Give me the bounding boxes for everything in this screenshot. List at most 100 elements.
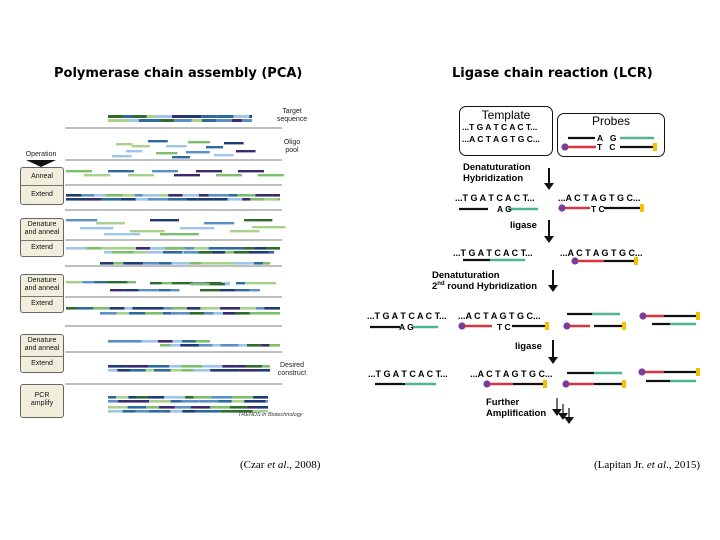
annealed-oligo [171, 282, 194, 285]
op-label-denature: Denature and anneal [24, 337, 60, 352]
extended-strand [210, 369, 231, 372]
extended-strand [101, 247, 121, 250]
annealed-oligo [234, 289, 250, 292]
step2-label: Denatuturation 2nd round Hybridization [432, 270, 537, 292]
annealed-oligo [138, 289, 159, 292]
oligo-fragment [132, 145, 150, 148]
oligo-fragment [236, 150, 256, 153]
oligo-fragment [186, 151, 210, 154]
annealed-strand [198, 344, 213, 347]
amplified-strand [210, 406, 230, 409]
annealed-strand [158, 340, 173, 343]
extended-strand [189, 262, 201, 265]
extended-strand [220, 307, 240, 310]
oligo-label-line1: Oligo [283, 139, 301, 146]
op-box-denature-extend-3: Denature and anneal Extend [20, 334, 64, 373]
step2-line2-sup: nd [437, 281, 445, 287]
extended-strand [263, 262, 270, 265]
arrow-ligase1-icon-head [544, 236, 554, 243]
extended-strand [105, 194, 123, 197]
extended-strand [100, 262, 114, 265]
extended-strand [223, 312, 236, 315]
extended-strand [248, 251, 269, 254]
row1-right-seq: ...A C T A G T G C... [558, 193, 641, 203]
extended-strand [272, 194, 280, 197]
annealed-oligo [230, 230, 260, 233]
extended-strand [162, 251, 183, 254]
annealed-oligo [150, 219, 179, 222]
oligo-fragment [166, 145, 187, 148]
extended-strand [93, 307, 110, 310]
annealed-strand [195, 340, 210, 343]
extended-strand [134, 251, 147, 254]
extended-strand [200, 307, 221, 310]
probe-purple-dot-icon [561, 143, 569, 151]
annealed-oligo [108, 170, 134, 173]
amplified-strand [160, 410, 171, 413]
step2-line2: 2nd round Hybridization [432, 281, 537, 292]
extended-strand [268, 251, 274, 254]
extended-strand [143, 262, 159, 265]
annealed-strand [180, 344, 199, 347]
op-divider [21, 296, 63, 297]
extended-strand [180, 312, 190, 315]
annealed-oligo [244, 219, 273, 222]
lcr-citation: (Lapitan Jr. et al., 2015) [594, 459, 700, 471]
extended-strand [266, 247, 280, 250]
extended-strand [123, 262, 144, 265]
target-strand-top [146, 115, 156, 118]
amplified-strand [170, 410, 183, 413]
op-label-anneal: Anneal [31, 173, 53, 180]
extended-strand [66, 194, 82, 197]
extended-strand [145, 312, 163, 315]
annealed-oligo [249, 289, 260, 292]
extended-strand [146, 307, 164, 310]
desired-label-line2: construct [277, 370, 307, 377]
annealed-oligo [180, 227, 215, 230]
pca-citation: (Czar et al., 2008) [240, 459, 320, 471]
target-strand-top [216, 115, 234, 118]
annealed-oligo [94, 281, 107, 284]
extended-strand [172, 307, 187, 310]
extended-strand [182, 194, 199, 197]
oligo-fragment [214, 154, 234, 157]
pca-citation-suffix: ., 2008) [286, 459, 321, 471]
target-strand-bottom [201, 119, 217, 122]
extended-strand [235, 312, 250, 315]
probes-label: Probes [591, 114, 631, 128]
oligo-fragment [148, 140, 168, 143]
annealed-strand [108, 340, 123, 343]
target-strand-top [155, 115, 173, 118]
extended-strand [198, 194, 209, 197]
operation-label: Operation [25, 151, 57, 158]
amplified-strand [148, 410, 161, 413]
extended-strand [198, 251, 213, 254]
extended-strand [150, 247, 166, 250]
step2-line1: Denatuturation [432, 270, 500, 281]
amplified-strand [243, 410, 253, 413]
amplified-strand [193, 396, 212, 399]
pca-footer: TRENDS in Biotechnology [238, 412, 303, 418]
desired-construct-label: Desired construct [270, 362, 314, 378]
row3-purple-dot-icon [458, 322, 466, 330]
arrow-ligase2-icon-head [548, 357, 558, 364]
extended-strand [246, 365, 263, 368]
extended-strand [94, 194, 106, 197]
extended-strand [122, 194, 135, 197]
annealed-oligo [106, 281, 128, 284]
operation-arrow-icon [26, 160, 56, 167]
annealed-strand [246, 344, 262, 347]
template-label: Template [481, 108, 531, 122]
annealed-oligo [110, 289, 125, 292]
amplified-strand [181, 400, 200, 403]
ligase2-label: ligase [515, 341, 542, 352]
row2-left-seq: ...T G A T C A C T... [453, 248, 533, 258]
annealed-oligo [196, 170, 222, 173]
extended-strand [124, 307, 133, 310]
amplified-strand [232, 396, 254, 399]
extended-strand [225, 251, 234, 254]
amplified-strand [199, 400, 219, 403]
annealed-oligo [258, 282, 276, 285]
extended-strand [239, 369, 259, 372]
